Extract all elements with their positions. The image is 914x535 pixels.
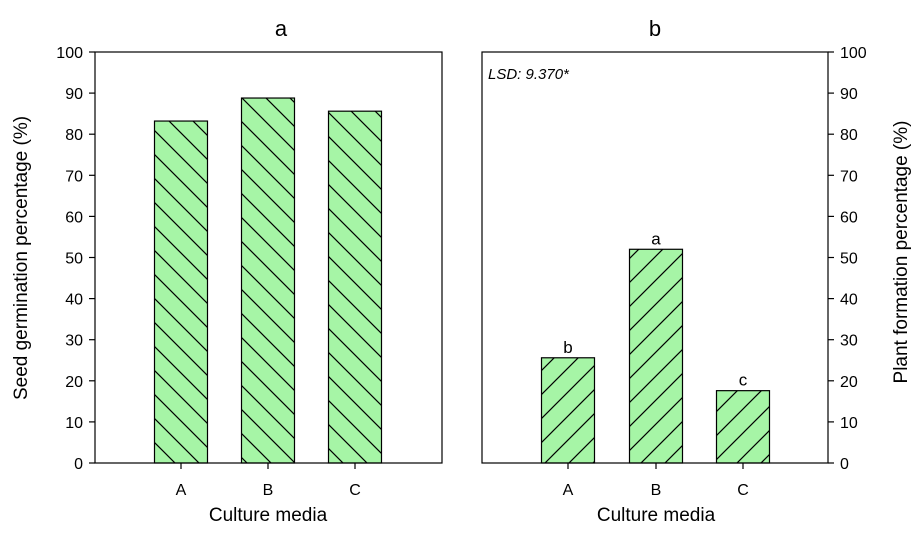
panel-b-y-tick-label: 40 — [840, 292, 858, 309]
panel-a-y-ticks: 0 10 20 30 40 50 60 70 80 90 100 — [56, 45, 95, 473]
panel-b-x-tick-label: B — [651, 482, 662, 499]
panel-b-lsd-annotation: LSD: 9.370* — [488, 66, 570, 83]
panel-a-y-tick-label: 60 — [65, 209, 83, 226]
panel-a-y-tick-label: 90 — [65, 86, 83, 103]
panel-b-y-tick-label: 10 — [840, 415, 858, 432]
panel-a-y-tick-label: 70 — [65, 168, 83, 185]
panel-a-bars — [153, 97, 383, 464]
panel-b-y-tick-label: 60 — [840, 209, 858, 226]
panel-b-y-tick-label: 50 — [840, 251, 858, 268]
panel-a-bar-C — [327, 110, 383, 464]
panel-a-x-tick-label: A — [176, 482, 187, 499]
panel-a-bar-B — [240, 97, 296, 464]
panel-a-x-tick-label: B — [263, 482, 274, 499]
panel-a-x-axis-label: Culture media — [209, 505, 328, 526]
panel-b-y-tick-label: 30 — [840, 333, 858, 350]
panel-b-bars — [540, 248, 771, 464]
panel-b-bar-C — [715, 390, 771, 464]
panel-b-letter-C: c — [739, 371, 748, 390]
panel-b-y-tick-label: 20 — [840, 374, 858, 391]
panel-b-y-tick-label: 0 — [840, 456, 849, 473]
panel-b-y-tick-label: 80 — [840, 127, 858, 144]
panel-a-y-tick-label: 30 — [65, 333, 83, 350]
panel-a-x-ticks: A B C — [176, 463, 361, 499]
panel-b-y-axis-label: Plant formation percentage (%) — [891, 121, 912, 384]
panel-a-y-tick-label: 40 — [65, 292, 83, 309]
panel-b-bar-A — [540, 357, 596, 464]
panel-a-y-tick-label: 20 — [65, 374, 83, 391]
panel-a-bar-A — [153, 120, 209, 464]
panel-a: a 0 10 20 30 40 50 60 70 80 90 100 A B C Culture med… — [11, 16, 443, 526]
panel-b-y-ticks: 0 10 20 30 40 50 60 70 80 90 100 — [828, 45, 867, 473]
panel-a-x-tick-label: C — [349, 482, 361, 499]
panel-a-y-tick-label: 0 — [74, 456, 83, 473]
panel-a-y-tick-label: 80 — [65, 127, 83, 144]
panel-a-title: a — [275, 16, 288, 41]
panel-b-significance-letters: b a c — [563, 229, 747, 389]
panel-a-y-tick-label: 100 — [56, 45, 83, 62]
panel-b-bar-B — [628, 248, 684, 464]
panel-b-y-tick-label: 100 — [840, 45, 867, 62]
panel-b-letter-B: a — [651, 229, 661, 248]
panel-b-title: b — [649, 16, 661, 41]
panel-b: b LSD: 9.370* b a c 0 10 20 30 40 50 60 70 80 90 100… — [481, 16, 912, 526]
panel-b-x-ticks: A B C — [563, 463, 749, 499]
panel-a-y-axis-label: Seed germination percentage (%) — [11, 116, 32, 400]
panel-b-x-tick-label: A — [563, 482, 574, 499]
panel-b-y-tick-label: 90 — [840, 86, 858, 103]
panel-b-x-tick-label: C — [737, 482, 749, 499]
panel-b-y-tick-label: 70 — [840, 168, 858, 185]
panel-b-x-axis-label: Culture media — [597, 505, 716, 526]
panel-a-y-tick-label: 50 — [65, 251, 83, 268]
panel-b-letter-A: b — [563, 338, 572, 357]
panel-a-y-tick-label: 10 — [65, 415, 83, 432]
